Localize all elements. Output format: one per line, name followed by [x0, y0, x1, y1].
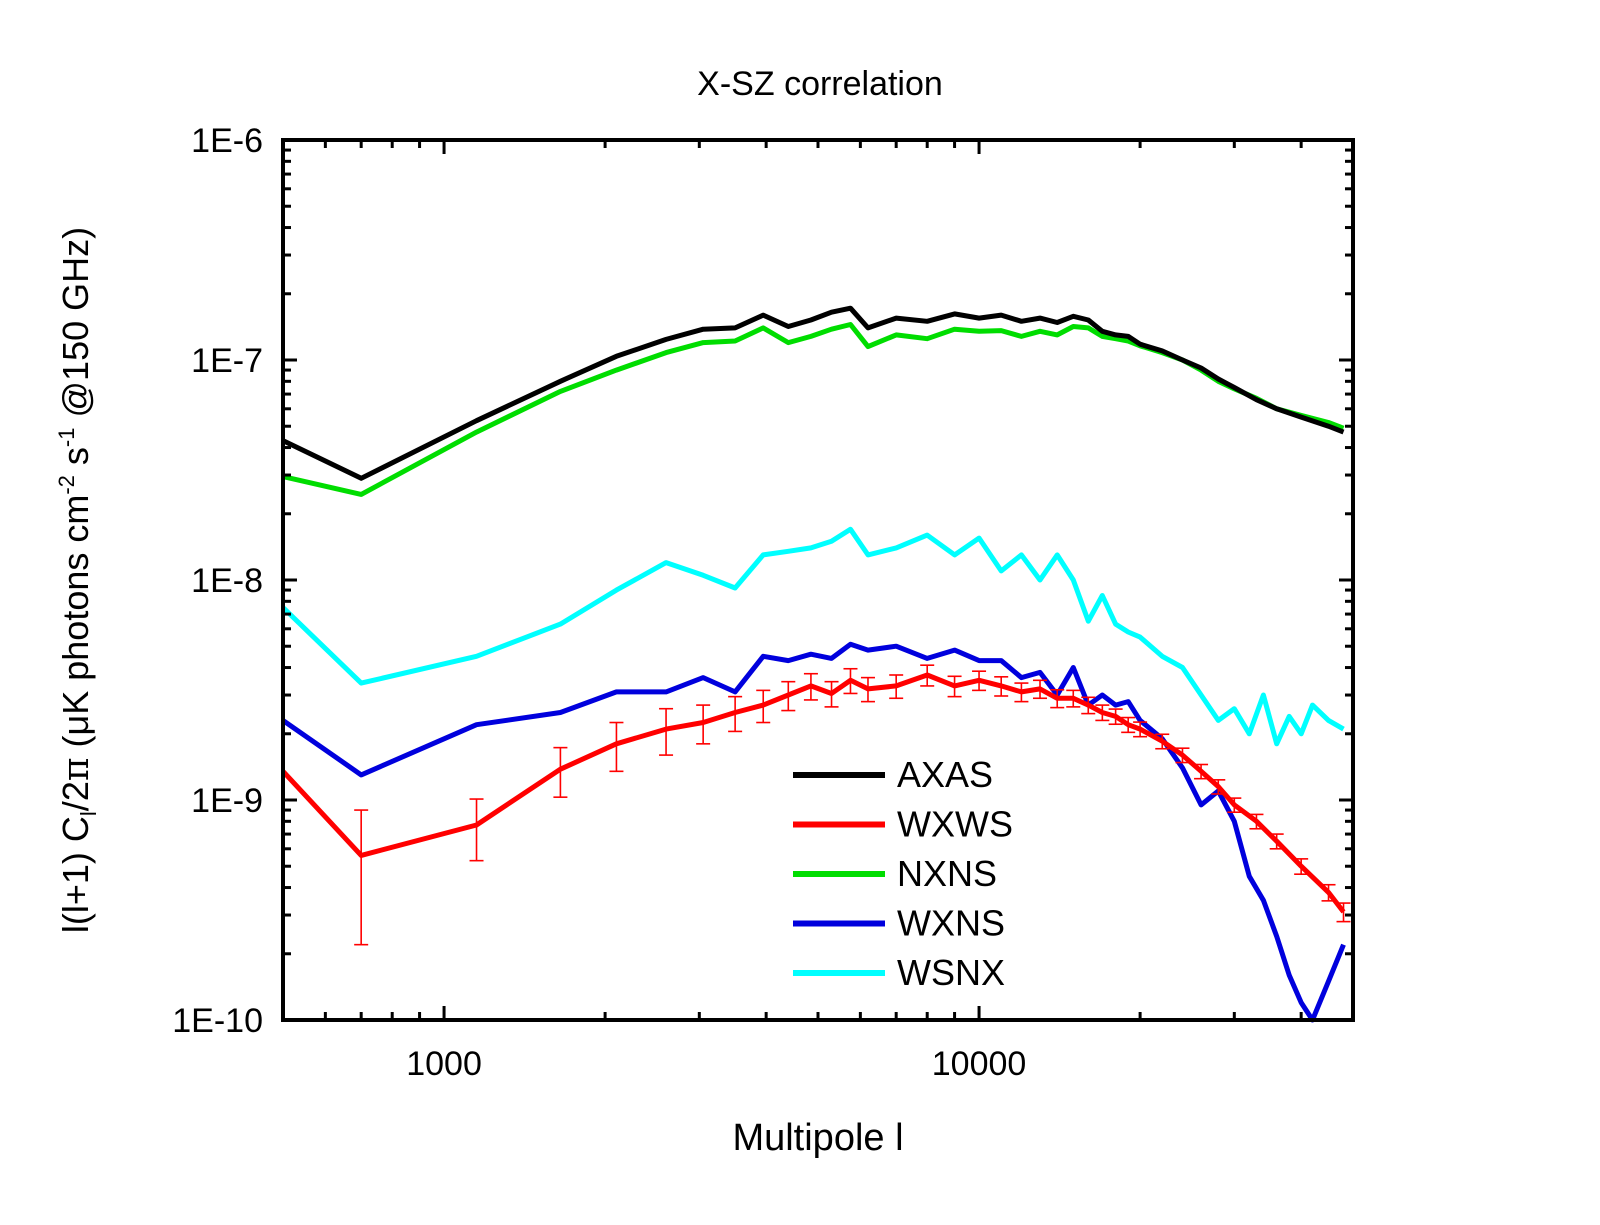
y-label-part-e: @150 GHz)	[55, 227, 96, 428]
plot-frame	[281, 138, 1355, 1022]
y-axis-label: l(l+1) Cl/2π (μK photons cm-2 s-1 @150 G…	[54, 227, 101, 933]
series-layer	[281, 305, 1351, 1023]
y-tick-label: 1E-7	[191, 342, 263, 380]
legend-label: WXNS	[897, 903, 1005, 944]
y-label-sub: l	[76, 811, 101, 816]
legend-label: NXNS	[897, 853, 997, 894]
y-label-part-b: /2	[55, 781, 96, 811]
y-label-pi: π	[56, 757, 97, 781]
series-wxws	[281, 664, 1351, 946]
series-axas	[281, 305, 1345, 481]
series-line	[281, 305, 1345, 481]
chart-title: X-SZ correlation	[697, 65, 943, 103]
series-line	[281, 672, 1346, 914]
legend-label: WXWS	[897, 804, 1013, 845]
y-tick-label: 1E-10	[172, 1002, 263, 1040]
y-label-part-a: l(l+1) C	[55, 816, 96, 933]
legend-item: AXAS	[793, 754, 993, 795]
legend-item: WSNX	[793, 952, 1005, 993]
tick-labels: 1000 10000 1E-10 1E-9 1E-8 1E-7 1E-6	[172, 122, 1026, 1083]
y-tick-label: 1E-6	[191, 122, 263, 160]
series-wxns	[281, 641, 1346, 1023]
legend-item: WXWS	[793, 804, 1013, 845]
x-axis-label: Multipole l	[732, 1117, 903, 1159]
legend-item: WXNS	[793, 903, 1005, 944]
plot-area	[281, 138, 1355, 1023]
legend-label: WSNX	[897, 952, 1005, 993]
y-label-sup-2: -1	[54, 427, 79, 447]
series-line	[281, 526, 1345, 747]
legend-item: NXNS	[793, 853, 997, 894]
x-tick-label: 10000	[932, 1045, 1027, 1083]
y-label-part-d: s	[55, 447, 96, 475]
series-nxns	[282, 322, 1345, 497]
series-line	[281, 641, 1346, 1023]
y-tick-label: 1E-8	[191, 562, 263, 600]
y-tick-label: 1E-9	[191, 782, 263, 820]
legend-label: AXAS	[897, 754, 993, 795]
series-wsnx	[281, 526, 1345, 747]
series-line	[282, 322, 1345, 497]
legend: AXAS WXWS NXNS WXNS WSNX	[793, 754, 1013, 993]
ticks-layer	[281, 140, 1355, 1022]
y-label-sup-1: -2	[54, 475, 79, 495]
x-tick-label: 1000	[406, 1045, 482, 1083]
y-label-part-c: (μK photons cm	[55, 495, 96, 758]
